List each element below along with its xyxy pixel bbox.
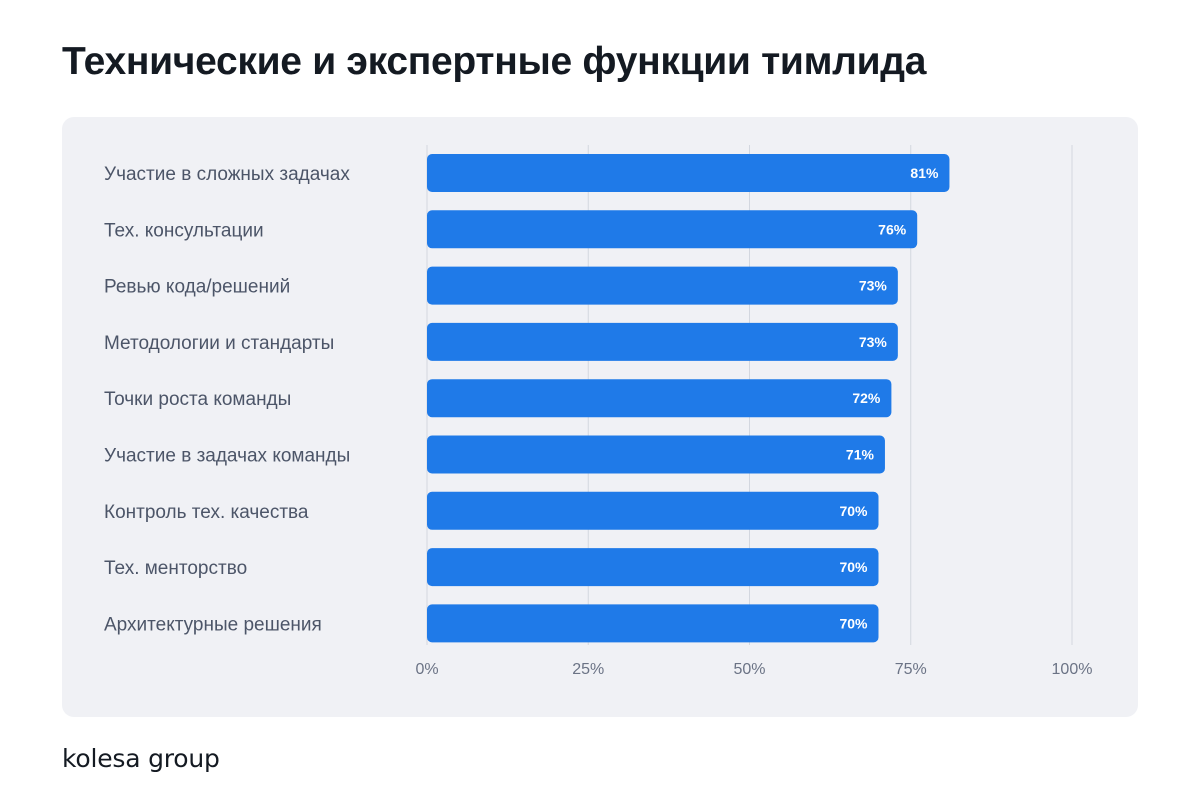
x-tick-label: 100%	[1052, 661, 1093, 678]
x-tick-label: 75%	[895, 661, 927, 678]
bar	[427, 210, 918, 249]
bar	[427, 604, 879, 643]
x-tick-label: 50%	[733, 661, 765, 678]
value-label: 73%	[859, 278, 888, 294]
bar	[427, 379, 892, 418]
brand-logo: kolesa group	[62, 744, 220, 773]
category-label: Методологии и стандарты	[104, 333, 334, 354]
category-label: Тех. консультации	[104, 220, 264, 241]
value-label: 72%	[852, 390, 881, 406]
value-label: 73%	[859, 334, 888, 350]
value-labels: 81% 76% 73% 73% 72% 71% 70% 70% 70%	[839, 165, 939, 631]
x-tick-label: 25%	[572, 661, 604, 678]
value-label: 70%	[839, 559, 868, 575]
bar	[427, 491, 879, 530]
page-title: Технические и экспертные функции тимлида	[62, 40, 927, 83]
bar	[427, 322, 898, 361]
chart-panel: Участие в сложных задачах Тех. консультац…	[62, 117, 1138, 717]
bar	[427, 548, 879, 587]
category-label: Точки роста команды	[104, 389, 291, 410]
category-label: Ревью кода/решений	[104, 277, 290, 298]
value-label: 76%	[878, 221, 907, 237]
bar	[427, 154, 950, 192]
category-label: Участие в сложных задачах	[104, 164, 350, 185]
category-label: Участие в задачах команды	[104, 446, 350, 467]
value-label: 81%	[910, 165, 939, 181]
value-label: 70%	[839, 503, 868, 519]
category-label: Архитектурные решения	[104, 614, 322, 635]
x-axis-ticks: 0% 25% 50% 75% 100%	[415, 661, 1092, 678]
bar	[427, 435, 885, 474]
x-tick-label: 0%	[415, 661, 438, 678]
bar	[427, 266, 898, 305]
category-labels: Участие в сложных задачах Тех. консультац…	[104, 164, 350, 635]
bar-chart: Участие в сложных задачах Тех. консультац…	[104, 145, 1092, 678]
bars	[427, 154, 950, 643]
value-label: 71%	[846, 447, 875, 463]
category-label: Тех. менторство	[104, 558, 247, 579]
value-label: 70%	[839, 615, 868, 631]
category-label: Контроль тех. качества	[104, 502, 309, 523]
